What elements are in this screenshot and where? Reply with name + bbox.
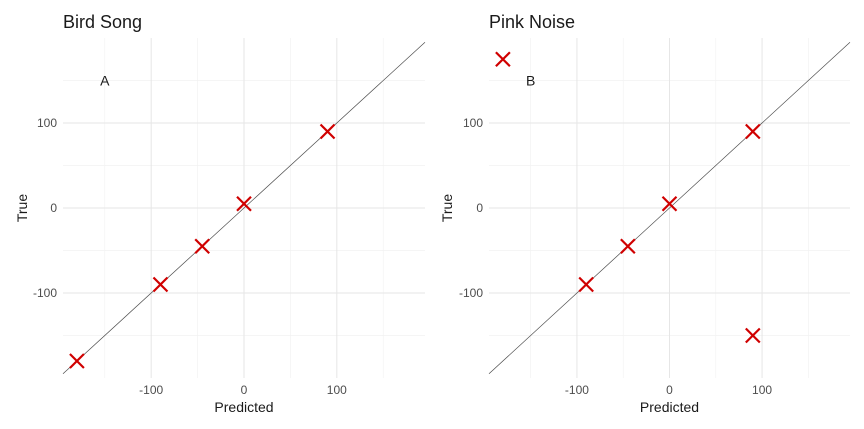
- data-point: [620, 238, 636, 255]
- y-tick-label: 100: [37, 116, 57, 130]
- data-point-stroke: [152, 276, 169, 293]
- y-tick-label: 0: [476, 201, 483, 215]
- panel-pink-noise: Pink Noise Predicted True B -100 0 100 -100…: [439, 12, 851, 415]
- data-point: [194, 238, 211, 255]
- identity-line: [488, 41, 851, 375]
- data-point-stroke: [745, 123, 761, 140]
- y-tick-label: -100: [33, 286, 57, 300]
- data-point: [236, 195, 252, 212]
- data-point-stroke: [194, 238, 211, 255]
- y-axis-label: True: [14, 194, 30, 222]
- data-point-stroke: [661, 195, 678, 212]
- x-tick-label: 100: [752, 383, 772, 397]
- data-point-stroke: [495, 51, 511, 68]
- data-point: [319, 123, 336, 140]
- data-point: [745, 327, 761, 344]
- data-point-stroke: [236, 195, 252, 212]
- identity-line: [62, 41, 426, 375]
- data-point: [495, 51, 511, 68]
- data-point-stroke: [578, 276, 594, 293]
- annotation-label: B: [526, 73, 535, 89]
- x-axis-label: Predicted: [640, 399, 699, 415]
- data-point-stroke: [745, 327, 761, 344]
- data-point: [152, 276, 169, 293]
- chart-title: Pink Noise: [489, 12, 575, 32]
- y-tick-label: -100: [459, 286, 483, 300]
- chart-title: Bird Song: [63, 12, 142, 32]
- y-tick-label: 100: [463, 116, 483, 130]
- panel-bird-song: Bird Song Predicted True A -100 0 100 -100 0…: [14, 12, 426, 415]
- grid: [63, 38, 425, 378]
- data-point: [661, 195, 678, 212]
- x-axis-label: Predicted: [214, 399, 273, 415]
- data-point-stroke: [319, 123, 336, 140]
- x-tick-label: 0: [666, 383, 673, 397]
- y-axis-label: True: [439, 194, 455, 222]
- annotation-label: A: [100, 73, 110, 89]
- data-point: [578, 276, 594, 293]
- data-point: [69, 353, 85, 369]
- x-tick-label: -100: [139, 383, 163, 397]
- data-point-stroke: [69, 353, 85, 369]
- x-tick-label: 0: [241, 383, 248, 397]
- y-tick-label: 0: [50, 201, 57, 215]
- data-point-stroke: [620, 238, 636, 255]
- x-tick-label: 100: [327, 383, 347, 397]
- data-point: [745, 123, 761, 140]
- x-tick-label: -100: [565, 383, 589, 397]
